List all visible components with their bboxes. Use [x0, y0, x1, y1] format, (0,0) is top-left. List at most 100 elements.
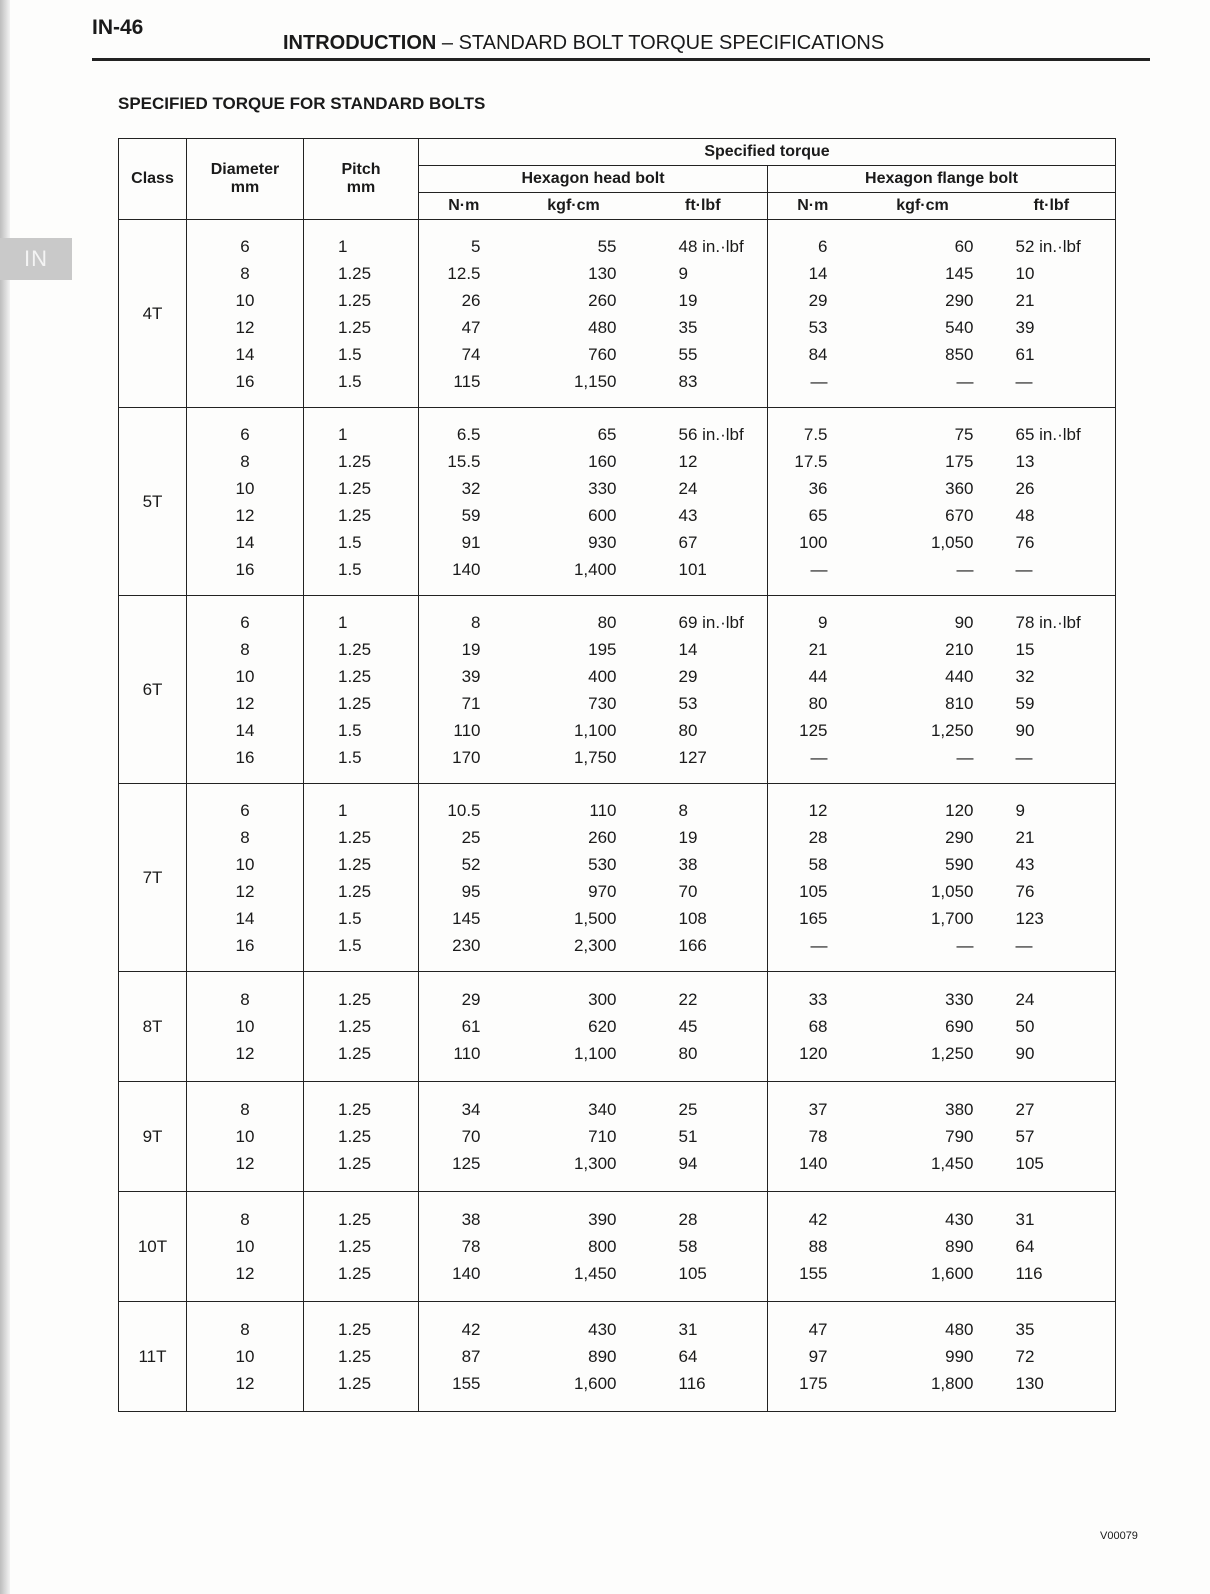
table-cell: 1.25: [338, 827, 372, 847]
table-cell: 1.5: [338, 371, 362, 391]
value-stack: 9 21 44 80 125 —: [768, 609, 828, 771]
torque-table: Class Diameter mm Pitch mm Specified torqu…: [118, 138, 1116, 1412]
table-cell: 1.5: [338, 908, 362, 928]
value-column: 28 58 105: [638, 1191, 768, 1302]
value-stack: 29 61 110: [419, 986, 481, 1067]
table-cell: 160: [588, 451, 617, 471]
table-cell: 850: [945, 344, 974, 364]
table-cell: 1.25: [338, 1320, 372, 1339]
table-cell: 1,450: [573, 1264, 617, 1283]
table-cell: 5: [471, 236, 481, 256]
table-cell: 14: [235, 532, 255, 552]
table-cell: 14: [678, 639, 698, 659]
table-cell: —: [1015, 747, 1033, 767]
table-cell: 360: [945, 478, 974, 498]
table-cell: 14: [235, 908, 255, 928]
table-cell: 29: [461, 990, 481, 1009]
table-cell: 12: [235, 1044, 255, 1063]
value-column: 42 87 155: [418, 1301, 509, 1412]
value-column: 12 28 58 105 165 —: [767, 783, 858, 972]
table-cell: 60: [954, 236, 974, 256]
value-stack: 6.5 15.5 32 59 91 140: [419, 421, 481, 583]
section-title: SPECIFIED TORQUE FOR STANDARD BOLTS: [118, 94, 486, 113]
header-subtitle: – STANDARD BOLT TORQUE SPECIFICATIONS: [441, 32, 885, 54]
bolt-class: 6T: [118, 595, 187, 784]
table-cell: 12.5: [447, 263, 481, 283]
table-cell: 43: [678, 505, 698, 525]
table-cell: —: [956, 747, 974, 767]
table-cell: 90: [954, 612, 974, 632]
table-cell: 34: [461, 1100, 481, 1119]
value-stack: 42 87 155: [419, 1316, 480, 1397]
table-cell: 120: [799, 1044, 828, 1063]
table-cell: 55: [678, 344, 698, 364]
table-cell: 1,600: [930, 1264, 974, 1283]
value-column: 330 690 1,250: [857, 971, 988, 1082]
table-cell: 78 in.·lbf: [1015, 612, 1081, 632]
table-cell: 32: [1015, 666, 1035, 686]
table-cell: 16: [235, 747, 255, 767]
table-cell: 1,100: [573, 1044, 617, 1063]
table-cell: 59: [461, 505, 481, 525]
table-cell: 28: [678, 1210, 698, 1229]
table-cell: 43: [1015, 854, 1035, 874]
value-stack: 8 10 12: [187, 1206, 303, 1287]
table-cell: 21: [808, 639, 828, 659]
value-column: 90 210 440 810 1,250 —: [857, 595, 988, 784]
table-cell: 12: [235, 505, 255, 525]
value-stack: 37 78 140: [768, 1096, 827, 1177]
figure-code: V00079: [1100, 1530, 1138, 1542]
value-stack: 34 70 125: [419, 1096, 481, 1177]
value-stack: 80 195 400 730 1,100 1,750: [509, 609, 617, 771]
value-column: 1.25 1.25 1.25: [303, 1081, 419, 1192]
table-cell: 890: [945, 1237, 974, 1256]
value-column: 78 in.·lbf 15 32 59 90 —: [987, 595, 1116, 784]
table-cell: 620: [588, 1017, 617, 1036]
table-cell: 64: [1015, 1237, 1035, 1256]
table-cell: 590: [945, 854, 974, 874]
value-stack: 300 620 1,100: [509, 986, 617, 1067]
value-stack: 78 in.·lbf 15 32 59 90 —: [1016, 609, 1116, 771]
header-pitch-unit: mm: [346, 179, 376, 196]
bolt-class: 5T: [118, 407, 187, 596]
table-cell: 50: [1015, 1017, 1035, 1036]
table-cell: 1.25: [338, 693, 372, 713]
value-column: 35 72 130: [987, 1301, 1116, 1412]
value-column: 430 890 1,600: [857, 1191, 988, 1302]
table-cell: —: [1015, 559, 1033, 579]
value-column: 5 12.5 26 47 74 115: [418, 219, 509, 408]
table-cell: 59: [1015, 693, 1035, 713]
table-cell: 61: [461, 1017, 481, 1036]
value-column: 6 8 10 12 14 16: [186, 595, 304, 784]
table-cell: 12: [235, 1264, 255, 1283]
table-cell: 290: [945, 827, 974, 847]
table-cell: 68: [808, 1017, 828, 1036]
table-cell: 48 in.·lbf: [678, 236, 744, 256]
value-stack: 75 175 360 670 1,050 —: [858, 421, 974, 583]
table-cell: 8: [240, 827, 250, 847]
torque-table-body: 4T 6 8 10 12 14 16 1 1.25 1.25 1.25 1.5 1.5 5 12.5 26 47…: [118, 219, 1116, 1412]
table-cell: 52: [461, 854, 481, 874]
table-cell: 115: [453, 371, 481, 391]
table-cell: 22: [678, 990, 698, 1009]
value-stack: 12 28 58 105 165 —: [768, 797, 827, 959]
table-cell: 480: [588, 317, 617, 337]
value-stack: 6 14 29 53 84 —: [768, 233, 828, 395]
value-stack: 31 64 116: [679, 1316, 768, 1397]
table-cell: 55: [597, 236, 617, 256]
table-cell: 125: [452, 1154, 481, 1173]
value-stack: 28 58 105: [679, 1206, 768, 1287]
table-cell: 53: [808, 317, 828, 337]
value-column: 300 620 1,100: [508, 971, 639, 1082]
table-cell: 6: [240, 800, 250, 820]
class-group-6t: 6T 6 8 10 12 14 16 1 1.25 1.25 1.25 1.5 1.5 8 19 39 71 11…: [118, 595, 1116, 784]
value-stack: 430 890 1,600: [509, 1316, 617, 1397]
table-cell: 12: [235, 317, 255, 337]
table-cell: 76: [1015, 881, 1035, 901]
table-cell: 1,150: [573, 371, 617, 391]
table-cell: 10: [235, 1237, 255, 1256]
value-stack: 6 8 10 12 14 16: [187, 609, 303, 771]
header-unit: ft·lbf: [638, 192, 768, 220]
table-cell: —: [956, 371, 974, 391]
table-cell: 1,750: [573, 747, 617, 767]
